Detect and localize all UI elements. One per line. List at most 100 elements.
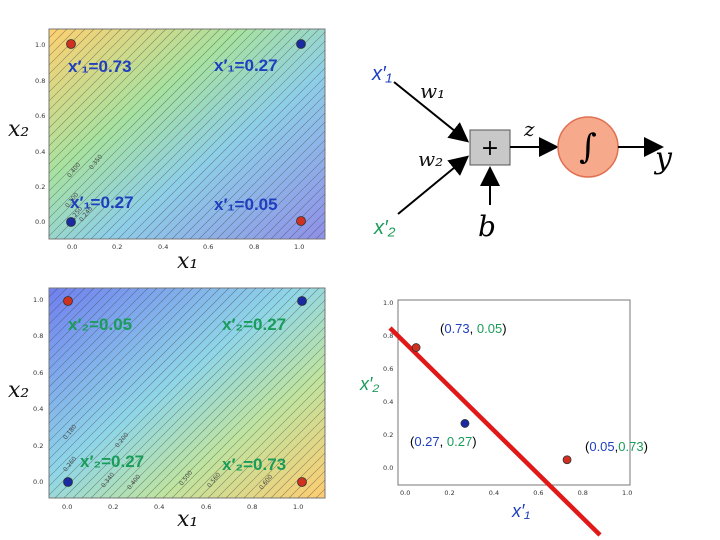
scatter-tick-y-0: 0.0 [383,464,393,472]
bottom-label-bottomright: x′₂=0.73 [222,455,286,474]
top-contour-line-42 [216,130,325,239]
top-contour-line-23 [49,29,257,237]
scatter-plot-area [397,299,631,486]
top-contour-line-49 [279,193,325,239]
bottom-point-red-bottomright [297,477,307,487]
bottom-contour-line-11 [49,288,149,388]
bottom-contour-line-16 [49,288,194,433]
bottom-tick-x-4: 0.8 [247,503,257,511]
top-tick-x-5: 1.0 [294,243,304,251]
bottom-ticks-y: 0.0 0.2 0.4 0.6 0.8 1.0 [33,296,43,486]
top-contour-line-4 [49,29,86,66]
scatter-xlabel: x′₁ [511,501,530,521]
bottom-tick-x-3: 0.6 [201,503,211,511]
top-contour-line-20 [49,29,230,210]
decision-boundary-line [388,326,602,537]
top-point-blue-topright [296,39,306,49]
bottom-contour-line-8 [49,288,122,361]
input1-label: x′₁ [371,63,392,85]
top-contour-line-17 [49,29,203,183]
top-contour-lines [49,29,720,239]
bottom-contour-line-29 [99,288,311,498]
bottom-tick-x-1: 0.2 [108,503,118,511]
bottom-contour-line-37 [171,344,325,498]
b-label: b [478,210,496,243]
bottom-contour-line-47 [261,434,325,498]
bottom-contour-line-43 [225,398,325,498]
bottom-contour-line-17 [49,288,203,442]
bottom-contour-line-19 [49,288,221,460]
bottom-contour-line-39 [189,362,325,498]
top-contour-line-15 [49,29,185,165]
top-contour-line-32 [126,40,325,239]
top-contour-line-76 [523,29,720,239]
neuron-diagram: + ∫ x′₁ x′₂ w₁ w₂ z y b [371,63,673,243]
bottom-contour-line-23 [49,288,257,496]
top-contour-line-31 [117,31,325,239]
input2-arrow [397,155,470,215]
bottom-contour-line-42 [216,389,325,498]
scatter-point-1 [460,419,470,428]
bottom-contour-line-28 [90,288,302,498]
top-contour-line-44 [234,148,325,239]
bottom-tick-y-5: 1.0 [33,296,43,304]
bottom-contour-line-38 [180,353,325,498]
top-xlabel: x₁ [177,249,198,274]
bottom-contour-line-50 [288,461,325,498]
top-tick-y-5: 1.0 [35,41,45,49]
coord-label-3: (0.05,0.73) [585,439,648,454]
w1-label: w₁ [420,79,445,103]
sum-symbol: + [481,136,499,161]
y-label: y [653,141,673,176]
top-tick-x-2: 0.4 [158,243,168,251]
top-contour-line-37 [171,85,325,239]
bottom-tick-y-0: 0.0 [33,478,43,486]
top-tick-x-1: 0.2 [112,243,122,251]
bottom-contour-line-14 [49,288,176,415]
bottom-contour-line-27 [81,288,293,498]
top-contour-line-21 [49,29,239,219]
scatter-ylabel: x′₂ [359,374,379,394]
top-contour-line-47 [261,175,325,239]
top-point-red-bottomright [296,216,306,226]
scatter-point-0 [411,343,421,352]
bottom-contour-line-26 [72,288,284,498]
coord-label-1: (0.73, 0.05) [440,321,507,336]
top-contour-plot: 0.0 0.2 0.4 0.6 0.8 1.0 0.0 0.2 0.4 0.6 … [8,28,720,274]
bottom-contour-line-40 [198,371,325,498]
scatter-ticks: 0.0 0.2 0.4 0.6 0.8 1.0 0.0 0.2 0.4 0.6 0.8 1.0 [383,299,632,497]
top-contour-line-27 [81,29,293,239]
bottom-contour-line-35 [153,326,325,498]
top-label-bottomright: x′₁=0.05 [214,195,278,214]
bottom-tick-x-5: 1.0 [293,503,303,511]
top-contour-line-8 [49,29,122,102]
top-contour-line-43 [225,139,325,239]
top-contour-line-35 [153,67,325,239]
bottom-contour-line-36 [162,335,325,498]
top-contour-line-11 [49,29,149,129]
bottom-contour-line-10 [49,288,140,379]
top-tick-y-1: 0.2 [35,183,45,191]
top-contour-line-45 [243,157,325,239]
bottom-contour-line-44 [234,407,325,498]
top-ticks-x: 0.0 0.2 0.4 0.6 0.8 1.0 [67,243,304,251]
top-contour-line-10 [49,29,140,120]
top-contour-line-29 [99,29,311,239]
top-tick-y-4: 0.8 [35,77,45,85]
top-ticks-y: 0.0 0.2 0.4 0.6 0.8 1.0 [35,41,45,226]
top-contour-line-14 [49,29,176,156]
bottom-contour-line-12 [49,288,158,397]
bottom-ticks-x: 0.0 0.2 0.4 0.6 0.8 1.0 [62,503,303,511]
top-contour-line-39 [189,103,325,239]
bottom-contour-line-24 [54,288,266,498]
top-ylabel: x₂ [8,117,29,142]
top-contour-line-30 [108,29,320,239]
bottom-tick-y-3: 0.6 [33,369,43,377]
top-contour-line-12 [49,29,158,138]
bottom-contour-line-6 [49,288,104,343]
top-contour-line-48 [270,184,325,239]
w2-label: w₂ [418,147,443,171]
bottom-point-red-topleft [63,296,73,306]
bottom-contour-line-49 [279,452,325,498]
scatter-points [411,343,572,465]
